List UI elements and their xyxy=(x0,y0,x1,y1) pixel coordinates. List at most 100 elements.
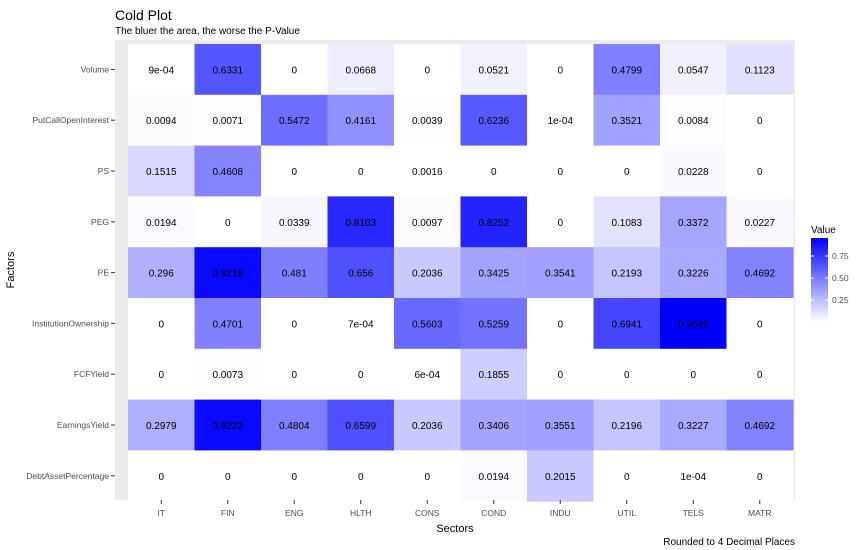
heatmap-cell xyxy=(726,298,794,350)
heatmap-cell xyxy=(128,196,195,248)
heatmap-cell xyxy=(394,94,461,147)
cell-value-label: 0.0039 xyxy=(412,116,443,127)
cell-value-label: 0.1515 xyxy=(146,167,177,178)
chart-title: Cold Plot xyxy=(115,7,172,23)
y-tick-label: Volume xyxy=(81,64,110,74)
heatmap-cell xyxy=(394,399,461,451)
heatmap-cell xyxy=(726,348,794,401)
y-tick-label: PS xyxy=(98,166,110,176)
heatmap-cell xyxy=(394,196,461,248)
cell-value-label: 0.0521 xyxy=(478,65,509,76)
cell-value-label: 0.3521 xyxy=(611,116,642,127)
y-tick-label: PE xyxy=(98,268,110,278)
cell-value-label: 0.8103 xyxy=(345,218,376,229)
cell-value-label: 0.0084 xyxy=(678,116,709,127)
heatmap-cell xyxy=(327,196,395,248)
heatmap-cell xyxy=(128,399,195,451)
cell-value-label: 0.3372 xyxy=(678,218,709,229)
heatmap-cell xyxy=(726,196,794,248)
y-tick-label: DebtAssetPercentage xyxy=(26,471,109,481)
heatmap-cell xyxy=(660,247,727,299)
cell-value-label: 0.3226 xyxy=(678,269,709,280)
chart-caption: Rounded to 4 Decimal Places xyxy=(663,537,795,548)
heatmap-cell xyxy=(460,247,528,299)
heatmap-cell xyxy=(194,450,262,502)
heatmap-cell xyxy=(593,298,661,350)
cell-value-label: 0.1083 xyxy=(611,218,642,229)
heatmap-cell xyxy=(593,348,661,401)
heatmap-cell xyxy=(460,450,528,502)
cell-value-label: 0.0668 xyxy=(345,65,376,76)
heatmap-cell xyxy=(394,145,461,197)
heatmap-cell xyxy=(394,247,461,299)
cell-value-label: 0.6941 xyxy=(611,319,642,330)
legend-tick-label: 0.50 xyxy=(832,273,849,283)
cell-value-label: 0 xyxy=(358,370,364,381)
heatmap-cell xyxy=(261,348,328,401)
heatmap-cell xyxy=(460,44,528,96)
cell-value-label: 0 xyxy=(291,319,297,330)
legend-title: Value xyxy=(811,225,836,236)
x-axis: IT FIN ENG HLTH CONS COND INDU UTIL TELS MATR xyxy=(157,500,771,518)
heatmap-cell xyxy=(527,348,594,401)
heatmap-cell xyxy=(660,145,727,197)
heatmap-cell xyxy=(460,298,528,350)
cell-value-label: 0.3227 xyxy=(678,421,709,432)
heatmap-cell xyxy=(394,44,461,96)
heatmap-cell xyxy=(593,247,661,299)
heatmap-cell xyxy=(128,348,195,401)
y-tick-label: PEG xyxy=(91,217,109,227)
cell-value-label: 0.5259 xyxy=(478,319,509,330)
x-tick-label: HLTH xyxy=(350,508,372,518)
cell-value-label: 0 xyxy=(624,472,630,483)
cell-value-label: 0.4799 xyxy=(611,65,642,76)
cell-value-label: 0.0016 xyxy=(412,167,443,178)
cell-value-label: 9e-04 xyxy=(148,65,174,76)
heatmap-cell xyxy=(593,145,661,197)
cell-value-label: 0.5603 xyxy=(412,319,443,330)
heatmap-cell xyxy=(460,94,528,147)
heatmap-cell xyxy=(660,399,727,451)
heatmap-cell xyxy=(327,298,395,350)
cell-value-label: 0 xyxy=(291,472,297,483)
cell-value-label: 0.3425 xyxy=(478,269,509,280)
heatmap-cell xyxy=(726,247,794,299)
heatmap-cell xyxy=(527,247,594,299)
cell-value-label: 0 xyxy=(557,370,563,381)
heatmap-cell xyxy=(194,247,262,299)
cell-value-label: 0.2196 xyxy=(611,421,642,432)
y-tick-label: EarningsYield xyxy=(57,420,109,430)
x-tick-label: UTIL xyxy=(618,508,637,518)
heatmap-cell xyxy=(593,94,661,147)
cell-value-label: 0.4701 xyxy=(212,319,243,330)
heatmap-cell xyxy=(261,145,328,197)
heatmap-cell xyxy=(660,44,727,96)
heatmap-cell xyxy=(660,196,727,248)
x-tick-label: ENG xyxy=(285,508,303,518)
heatmap-cell xyxy=(527,145,594,197)
heatmap-cell xyxy=(593,44,661,96)
heatmap-cell xyxy=(194,145,262,197)
cell-value-label: 0.1123 xyxy=(745,65,775,76)
cell-value-label: 0 xyxy=(225,472,231,483)
heatmap-cell xyxy=(460,348,528,401)
heatmap-cell xyxy=(660,298,727,350)
cell-value-label: 0.2036 xyxy=(412,269,443,280)
cell-value-label: 0.5472 xyxy=(279,116,310,127)
heatmap-cells xyxy=(128,44,794,502)
cell-value-label: 0 xyxy=(757,319,763,330)
cell-value-label: 0.4161 xyxy=(345,116,376,127)
heatmap-cell xyxy=(128,298,195,350)
cell-value-label: 0 xyxy=(557,218,563,229)
cell-value-label: 0.0227 xyxy=(744,218,775,229)
heatmap-cell xyxy=(194,94,262,147)
heatmap-cell xyxy=(726,145,794,197)
x-tick-label: CONS xyxy=(415,508,440,518)
heatmap-cell xyxy=(128,145,195,197)
cell-value-label: 0.0547 xyxy=(678,65,709,76)
cell-value-label: 0 xyxy=(757,167,763,178)
heatmap-cell xyxy=(327,44,395,96)
cell-value-label: 0 xyxy=(624,167,630,178)
cell-value-label: 0.4804 xyxy=(279,421,310,432)
heatmap-cell xyxy=(128,247,195,299)
